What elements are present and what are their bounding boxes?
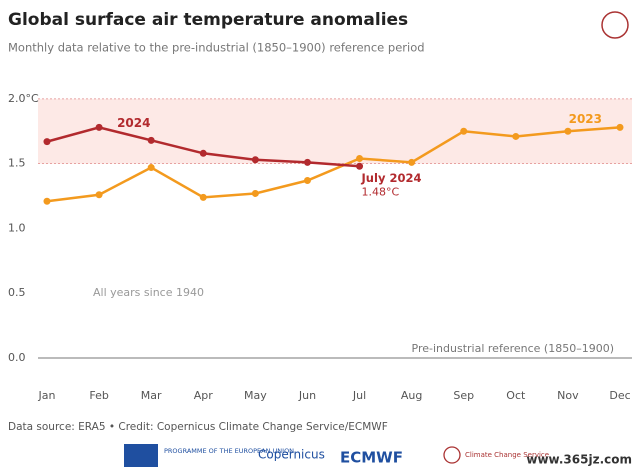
x-tick-label: Nov bbox=[557, 389, 579, 402]
x-tick-label: Jun bbox=[298, 389, 316, 402]
source: Data source: ERA5 • Credit: Copernicus C… bbox=[8, 421, 388, 433]
series-point bbox=[303, 158, 311, 166]
ecmwf-logo: ECMWF bbox=[340, 449, 403, 467]
series-point bbox=[199, 193, 207, 201]
c3s-logo: Climate Change Service bbox=[465, 451, 549, 459]
value-label: 1.48°C bbox=[362, 185, 400, 198]
copernicus-logo: Copernicus bbox=[258, 448, 325, 462]
series-point bbox=[251, 189, 259, 197]
y-tick-label: 0.5 bbox=[8, 286, 26, 299]
series-point bbox=[616, 123, 624, 131]
x-tick-label: Apr bbox=[194, 389, 214, 402]
annotation: All years since 1940 bbox=[93, 286, 204, 299]
x-tick-label: Dec bbox=[609, 389, 630, 402]
legend-label: 2023 bbox=[569, 112, 602, 126]
series-point bbox=[512, 132, 520, 140]
annotation: Pre-industrial reference (1850–1900) bbox=[412, 342, 614, 355]
annotation: July 2024 bbox=[361, 171, 422, 185]
c3s-icon bbox=[443, 446, 461, 464]
series-point bbox=[43, 138, 51, 146]
x-tick-label: May bbox=[244, 389, 267, 402]
series-point bbox=[408, 158, 416, 166]
series-point bbox=[147, 136, 155, 144]
logo-icon bbox=[601, 11, 629, 39]
y-tick-label: 2.0°C bbox=[8, 92, 39, 105]
series-point bbox=[95, 123, 103, 131]
series-point bbox=[356, 162, 364, 170]
series-point bbox=[147, 164, 155, 172]
x-tick-label: Mar bbox=[141, 389, 162, 402]
y-tick-label: 1.0 bbox=[8, 221, 26, 234]
x-tick-label: Aug bbox=[401, 389, 422, 402]
y-tick-label: 0.0 bbox=[8, 351, 26, 364]
x-tick-label: Jul bbox=[352, 389, 366, 402]
series-point bbox=[251, 156, 259, 164]
series-point bbox=[95, 191, 103, 199]
x-tick-label: Jan bbox=[38, 389, 56, 402]
watermark: www.365jz.com bbox=[526, 453, 632, 467]
threshold-band bbox=[38, 98, 632, 164]
series-point bbox=[356, 154, 364, 162]
eu-flag bbox=[124, 444, 158, 467]
series-line bbox=[46, 126, 621, 203]
series-point bbox=[303, 177, 311, 184]
eu-logo: PROGRAMME OF THE EUROPEAN UNION bbox=[164, 447, 294, 455]
x-tick-label: Sep bbox=[453, 389, 474, 402]
series-point bbox=[43, 197, 51, 205]
series-point bbox=[564, 127, 572, 135]
chart-title: Global surface air temperature anomalies bbox=[8, 10, 408, 30]
legend-label: 2024 bbox=[117, 116, 150, 130]
series-point bbox=[460, 127, 468, 135]
series-point bbox=[199, 149, 207, 157]
x-tick-label: Oct bbox=[506, 389, 526, 402]
x-tick-label: Feb bbox=[89, 389, 108, 402]
chart-subtitle: Monthly data relative to the pre-industr… bbox=[8, 41, 425, 55]
y-tick-label: 1.5 bbox=[8, 157, 26, 170]
